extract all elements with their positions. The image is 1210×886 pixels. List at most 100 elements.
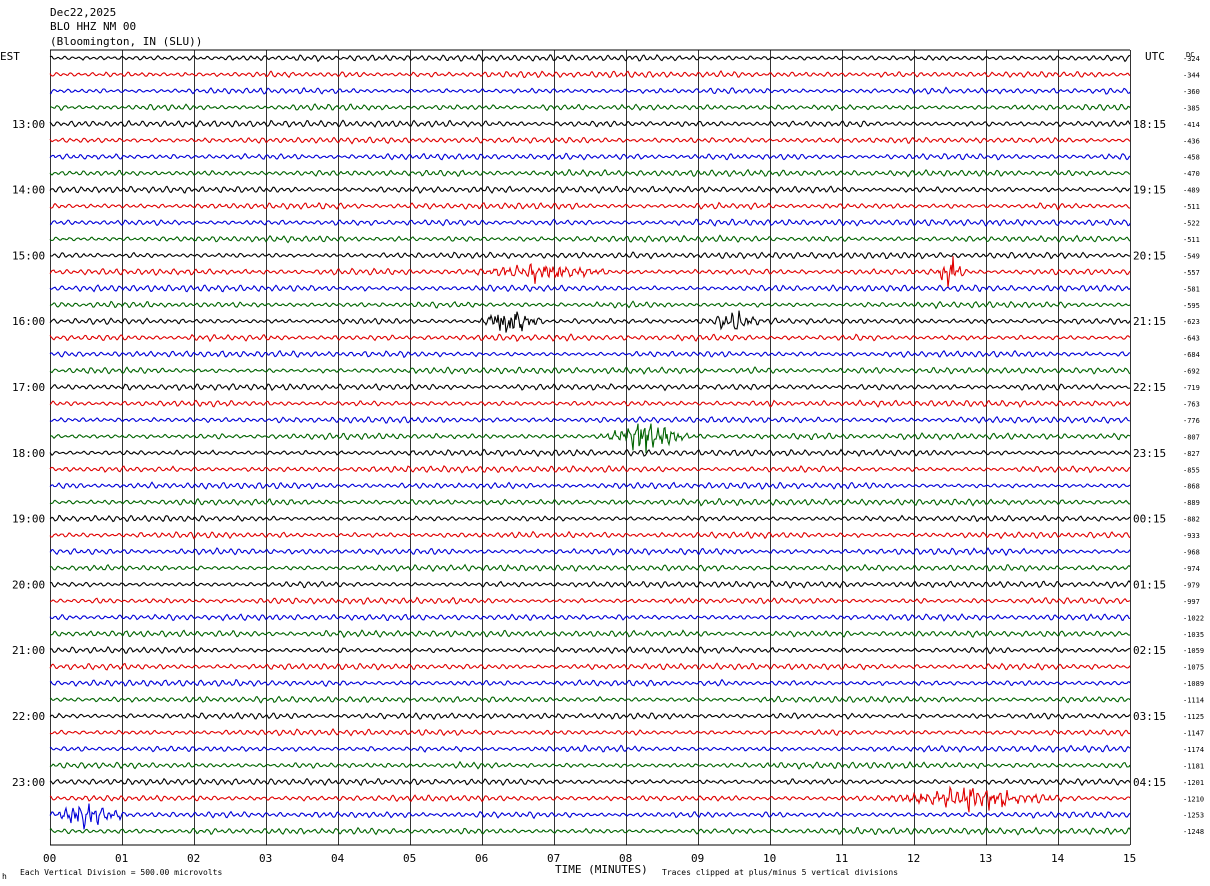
x-tick-label: 03 <box>259 852 272 865</box>
x-tick-label: 04 <box>331 852 345 865</box>
trace-line <box>49 498 1131 507</box>
minute-grid <box>50 49 1131 846</box>
trace-line <box>49 465 1131 474</box>
trace-line <box>49 333 1131 343</box>
dc-offset-label: -436 <box>1183 137 1200 145</box>
right-hour-label: 19:15 <box>1133 184 1166 197</box>
right-hour-label: 21:15 <box>1133 315 1166 328</box>
dc-offset-label: -344 <box>1183 72 1200 80</box>
x-tick-label: 09 <box>691 852 704 865</box>
dc-offset-label: -807 <box>1183 433 1200 441</box>
right-hour-label: 20:15 <box>1133 249 1166 262</box>
dc-heading: DC <box>1186 51 1194 59</box>
left-hour-label: 16:00 <box>12 315 45 328</box>
trace-line <box>49 53 1131 63</box>
dc-offset-label: -979 <box>1183 581 1200 589</box>
dc-offset-label: -1035 <box>1183 631 1204 639</box>
right-hour-label: 23:15 <box>1133 447 1166 460</box>
date-label: Dec22,2025 <box>50 6 116 19</box>
x-tick-label: 12 <box>907 852 920 865</box>
x-tick-label: 07 <box>547 852 560 865</box>
trace-line <box>49 530 1131 540</box>
trace-line <box>49 662 1131 671</box>
scale-note: Each Vertical Division = 500.00 microvol… <box>20 868 222 877</box>
trace-line <box>49 201 1131 211</box>
dc-offset-label: -1147 <box>1183 729 1204 737</box>
trace-line <box>49 310 1131 333</box>
trace-line <box>49 645 1131 655</box>
trace-line <box>49 218 1131 227</box>
trace-line <box>49 448 1131 458</box>
dc-offset-label: -549 <box>1183 252 1200 260</box>
trace-line <box>49 119 1131 128</box>
x-tick-label: 01 <box>115 852 128 865</box>
left-hour-label: 14:00 <box>12 184 45 197</box>
corner-mark: h <box>2 872 7 881</box>
dc-offset-label: -511 <box>1183 203 1200 211</box>
clip-note: Traces clipped at plus/minus 5 vertical … <box>662 868 898 877</box>
dc-offset-labels: -324 -344 -360 -385 -414 -436 -458 -470 -489 -511… <box>1183 55 1204 836</box>
dc-offset-label: -1201 <box>1183 779 1204 787</box>
right-hour-label: 22:15 <box>1133 381 1166 394</box>
dc-offset-label: -360 <box>1183 88 1200 96</box>
dc-offset-label: -324 <box>1183 55 1200 63</box>
x-tick-label: 00 <box>43 852 56 865</box>
trace-line <box>49 136 1131 145</box>
dc-offset-label: -997 <box>1183 598 1200 606</box>
x-tick-label: 13 <box>979 852 992 865</box>
trace-line <box>49 760 1131 770</box>
dc-offset-label: -511 <box>1183 236 1200 244</box>
trace-line <box>49 350 1131 359</box>
dc-offset-label: -889 <box>1183 499 1200 507</box>
trace-line <box>49 803 1131 830</box>
trace-line <box>49 399 1131 408</box>
right-hour-label: 04:15 <box>1133 776 1166 789</box>
trace-line <box>49 514 1131 523</box>
station-label: BLO HHZ NM 00 <box>50 20 136 33</box>
trace-line <box>49 596 1131 605</box>
dc-offset-label: -1181 <box>1183 762 1204 770</box>
dc-offset-label: -1174 <box>1183 746 1204 754</box>
left-hour-label: 13:00 <box>12 118 45 131</box>
x-tick-label: 05 <box>403 852 416 865</box>
x-tick-label: 11 <box>835 852 848 865</box>
trace-line <box>49 383 1131 392</box>
dc-offset-label: -1125 <box>1183 713 1204 721</box>
trace-line <box>49 300 1131 310</box>
right-hour-label: 00:15 <box>1133 513 1166 526</box>
right-hour-labels: 18:15 19:15 20:15 21:15 22:15 23:15 00:15 01:15… <box>1133 118 1166 789</box>
dc-offset-label: -385 <box>1183 104 1200 112</box>
trace-line <box>49 168 1131 178</box>
trace-line <box>49 695 1131 704</box>
trace-line <box>49 744 1131 754</box>
left-hour-label: 20:00 <box>12 578 45 591</box>
trace-line <box>49 481 1131 490</box>
dc-offset-label: -719 <box>1183 384 1200 392</box>
dc-offset-label: -763 <box>1183 400 1200 408</box>
dc-offset-label: -595 <box>1183 302 1200 310</box>
dc-offset-label: -1253 <box>1183 812 1204 820</box>
left-hour-label: 23:00 <box>12 776 45 789</box>
right-hour-label: 18:15 <box>1133 118 1166 131</box>
right-hour-label: 02:15 <box>1133 644 1166 657</box>
dc-offset-label: -827 <box>1183 450 1200 458</box>
trace-line <box>49 546 1131 557</box>
dc-offset-label: -1022 <box>1183 614 1204 622</box>
trace-line <box>49 86 1131 95</box>
x-tick-label: 14 <box>1051 852 1065 865</box>
dc-offset-label: -684 <box>1183 351 1200 359</box>
right-timezone-label: UTC <box>1145 50 1165 63</box>
trace-line <box>49 613 1131 622</box>
trace-line <box>49 580 1131 589</box>
dc-offset-label: -557 <box>1183 269 1200 277</box>
dc-offset-label: -974 <box>1183 565 1200 573</box>
trace-line <box>49 234 1131 244</box>
dc-offset-label: -868 <box>1183 483 1200 491</box>
trace-line <box>49 415 1131 424</box>
trace-line <box>49 777 1131 787</box>
left-hour-label: 22:00 <box>12 710 45 723</box>
x-tick-label: 15 <box>1123 852 1136 865</box>
trace-line <box>49 366 1131 375</box>
dc-offset-label: -933 <box>1183 532 1200 540</box>
